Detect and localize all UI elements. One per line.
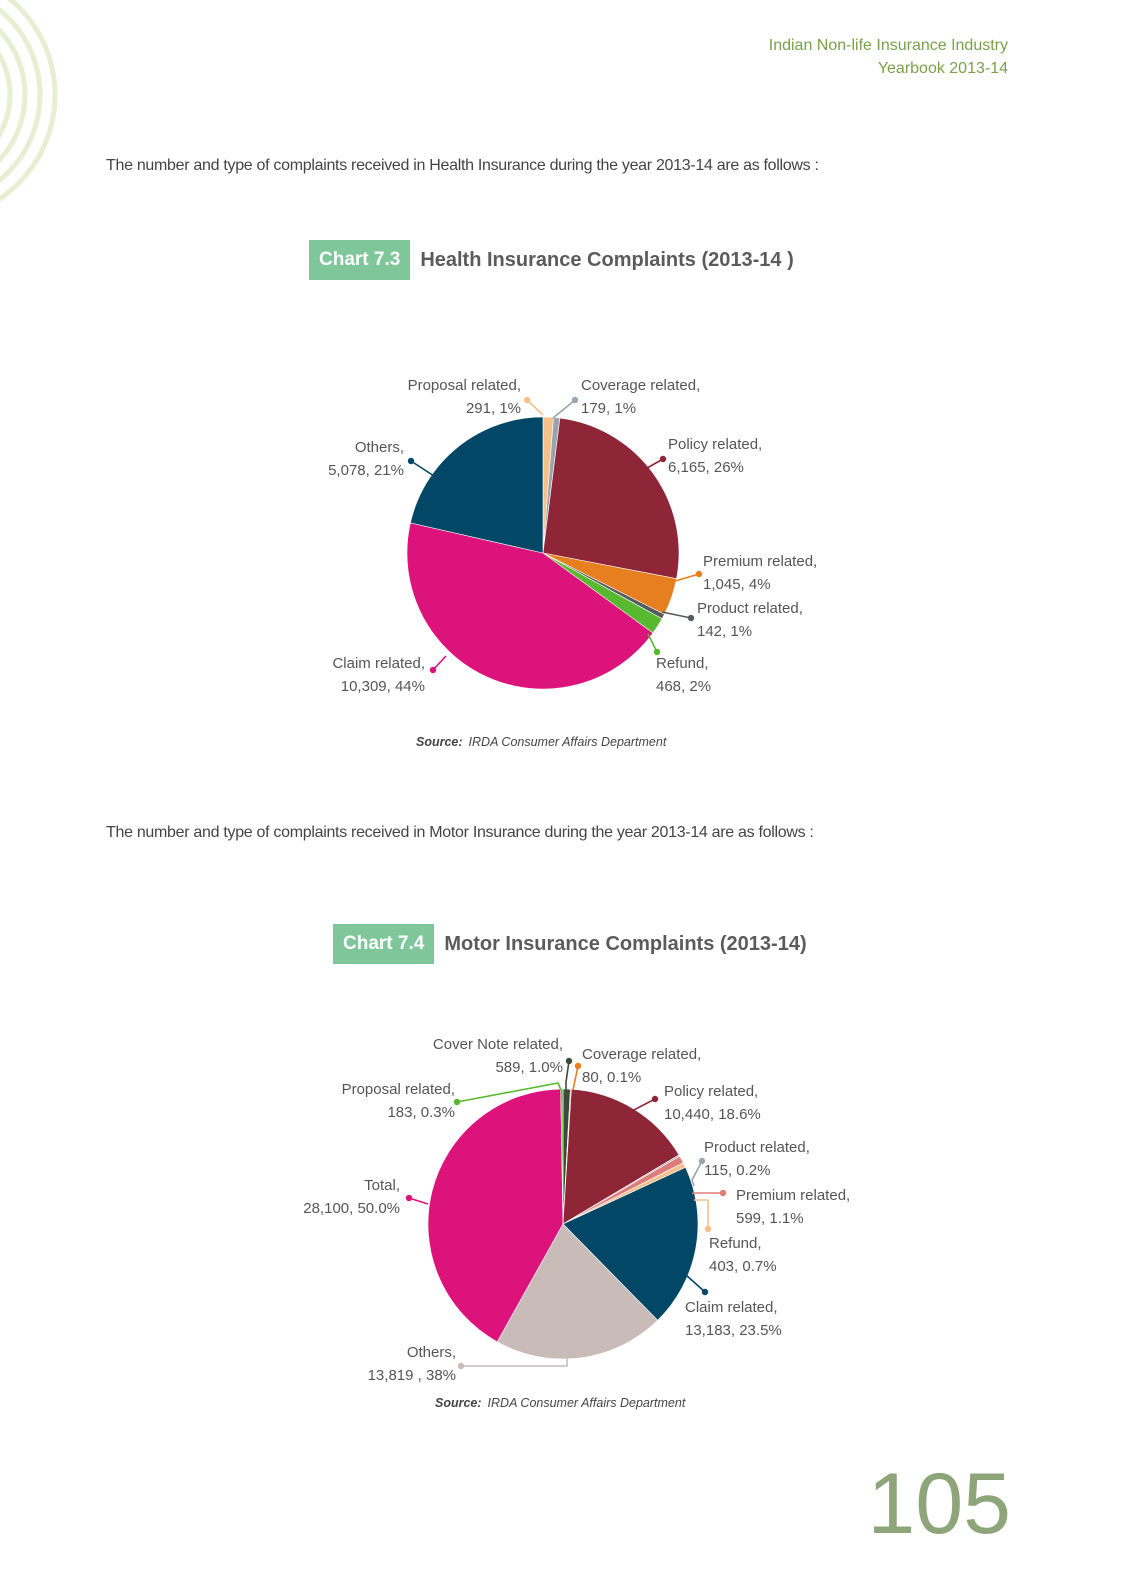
- decorative-arcs: [0, 0, 58, 202]
- header-line1: Indian Non-life Insurance Industry: [768, 37, 1008, 54]
- leader-line-premium-related: [692, 1192, 723, 1194]
- leader-dot-product-related: [698, 1157, 706, 1165]
- pie-slice-policy-related: [542, 417, 680, 580]
- leader-dot-cover-note-related: [565, 1057, 573, 1065]
- leader-line-product-related: [661, 611, 692, 619]
- leader-dot-claim-related: [429, 666, 437, 674]
- header-line2: Yearbook 2013-14: [877, 60, 1008, 77]
- leader-line-coverage-related: [572, 1065, 579, 1091]
- pie-slice-others: [496, 1223, 659, 1360]
- leader-line-policy-related: [629, 1098, 656, 1113]
- leader-line-others: [461, 1358, 568, 1367]
- data-label-product-related: Product related, 142, 1%: [697, 600, 803, 640]
- source-text: IRDA Consumer Affairs Department: [487, 1396, 686, 1410]
- leader-dot-coverage-related: [574, 1062, 582, 1070]
- leader-dot-others: [407, 457, 415, 465]
- leader-line-claim-related: [685, 1274, 706, 1293]
- leader-line-product-related: [691, 1160, 703, 1187]
- leader-dot-proposal-related: [453, 1098, 461, 1106]
- chart-heading-motor: Chart 7.4 Motor Insurance Complaints (20…: [333, 924, 807, 964]
- health-pie-chart: Proposal related, 291, 1% Coverage related…: [328, 377, 817, 695]
- leader-dot-policy-related: [651, 1095, 659, 1103]
- leader-line-proposal-related: [526, 399, 544, 416]
- leader-dot-premium-related: [719, 1189, 727, 1197]
- pie-slice-claim-related: [562, 1166, 699, 1321]
- chart-title: Motor Insurance Complaints (2013-14): [444, 932, 807, 955]
- leader-dot-others: [457, 1362, 465, 1370]
- source-motor: Source: IRDA Consumer Affairs Department: [435, 1396, 685, 1410]
- leader-dot-total: [405, 1194, 413, 1202]
- data-label-claim-related: Claim related, 10,309, 44%: [332, 655, 425, 695]
- leader-line-cover-note-related: [565, 1060, 570, 1090]
- leader-dot-refund: [704, 1225, 712, 1233]
- data-label-premium-related: Premium related, 1,045, 4%: [703, 553, 817, 593]
- chart-heading-health: Chart 7.3 Health Insurance Complaints (2…: [309, 240, 794, 280]
- data-label-others: Others, 5,078, 21%: [328, 439, 404, 479]
- pie-slice-total: [427, 1088, 564, 1343]
- chart-title: Health Insurance Complaints (2013-14 ): [420, 248, 794, 271]
- chart-badge: Chart 7.4: [333, 924, 435, 964]
- source-text: IRDA Consumer Affairs Department: [468, 735, 667, 749]
- leader-line-proposal-related: [456, 1082, 562, 1103]
- leader-dot-product-related: [687, 614, 695, 622]
- publication-header: Indian Non-life Insurance Industry Yearb…: [769, 34, 1008, 80]
- leader-dot-proposal-related: [523, 396, 531, 404]
- data-label-refund: Refund, 403, 0.7%: [709, 1235, 777, 1275]
- motor-pie-chart: Cover Note related, 589, 1.0% Coverage rel…: [303, 1036, 850, 1384]
- data-label-total: Total, 28,100, 50.0%: [303, 1177, 400, 1217]
- data-label-claim-related: Claim related, 13,183, 23.5%: [685, 1299, 782, 1339]
- data-label-policy-related: Policy related, 10,440, 18.6%: [664, 1083, 761, 1123]
- source-health: Source: IRDA Consumer Affairs Department: [416, 735, 666, 749]
- data-label-others: Others, 13,819 , 38%: [368, 1344, 456, 1384]
- leader-dot-refund: [653, 648, 661, 656]
- intro-motor: The number and type of complaints receiv…: [106, 824, 814, 841]
- leader-line-coverage-related: [552, 399, 576, 419]
- leader-line-refund: [647, 633, 658, 653]
- data-label-refund: Refund, 468, 2%: [656, 655, 711, 695]
- pie-slice-policy-related: [562, 1088, 680, 1225]
- data-label-coverage-related: Coverage related, 80, 0.1%: [582, 1046, 701, 1086]
- leader-line-premium-related: [671, 573, 700, 583]
- leader-line-refund: [694, 1199, 709, 1229]
- leader-line-others: [410, 460, 435, 477]
- pie-slice-claim-related: [406, 522, 654, 690]
- leader-dot-policy-related: [659, 455, 667, 463]
- data-label-policy-related: Policy related, 6,165, 26%: [668, 436, 762, 476]
- intro-health: The number and type of complaints receiv…: [106, 157, 819, 174]
- data-label-coverage-related: Coverage related, 179, 1%: [581, 377, 700, 417]
- leader-dot-coverage-related: [571, 396, 579, 404]
- leader-line-total: [408, 1197, 429, 1205]
- chart-badge: Chart 7.3: [309, 240, 411, 280]
- data-label-proposal-related: Proposal related, 291, 1%: [408, 377, 521, 417]
- page-number: 105: [867, 1456, 1012, 1552]
- leader-dot-premium-related: [695, 570, 703, 578]
- data-label-cover-note-related: Cover Note related, 589, 1.0%: [433, 1036, 563, 1076]
- data-label-proposal-related: Proposal related, 183, 0.3%: [342, 1081, 455, 1121]
- data-label-premium-related: Premium related, 599, 1.1%: [736, 1187, 850, 1227]
- source-label: Source:: [416, 735, 463, 749]
- leader-dot-claim-related: [701, 1288, 709, 1296]
- data-label-product-related: Product related, 115, 0.2%: [704, 1139, 810, 1179]
- source-label: Source:: [435, 1396, 482, 1410]
- leader-line-policy-related: [639, 458, 664, 473]
- pie-slice-others: [410, 416, 544, 554]
